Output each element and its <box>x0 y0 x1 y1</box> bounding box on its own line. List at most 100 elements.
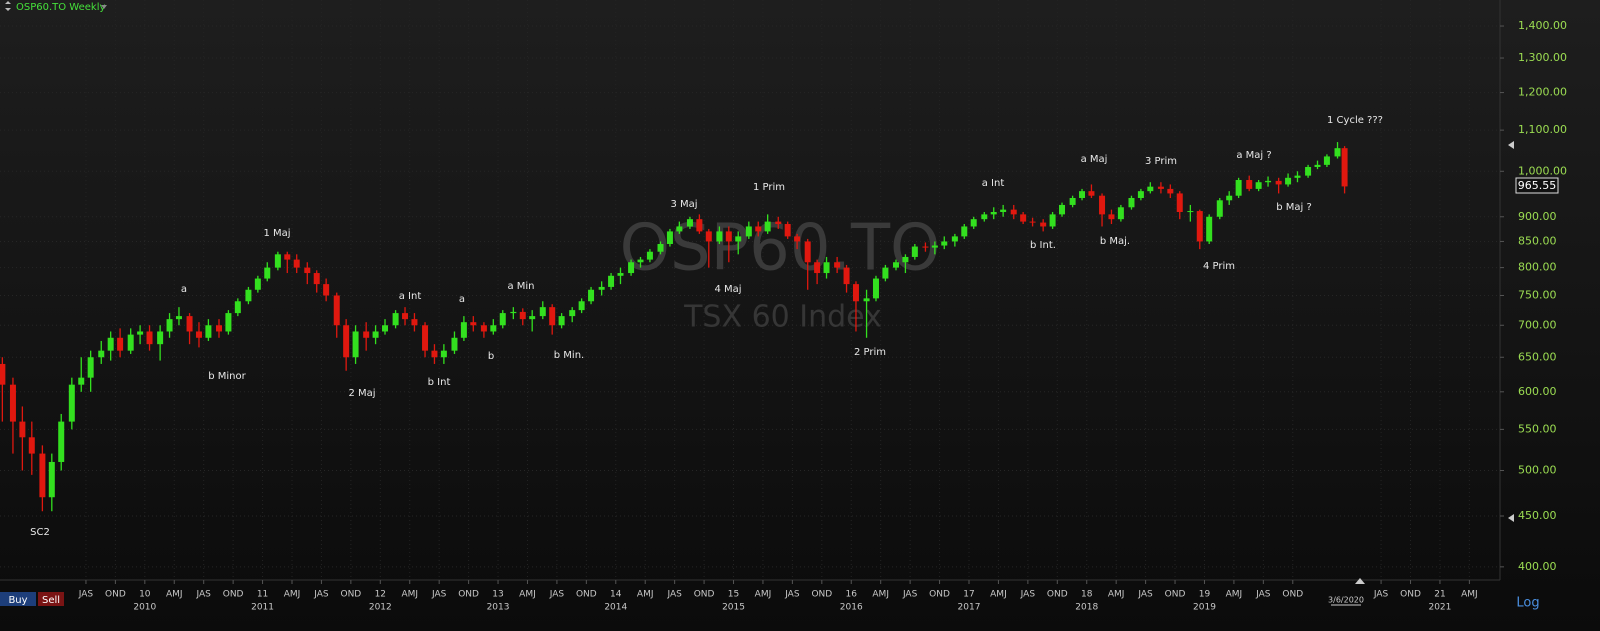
watermark-subtitle: TSX 60 Index <box>683 300 882 335</box>
candle <box>137 325 144 345</box>
x-tick-label: AMJ <box>1226 590 1243 600</box>
candle <box>480 322 487 338</box>
buy-label[interactable]: Buy <box>8 595 27 606</box>
candle-body <box>970 219 977 227</box>
candle-body <box>431 350 438 358</box>
candle-body <box>852 284 859 302</box>
wave-annotation: a Int <box>982 178 1005 189</box>
candle-body <box>451 337 458 351</box>
candle <box>608 273 615 290</box>
x-tick-label: OND <box>811 590 832 600</box>
candle <box>382 319 389 335</box>
x-tick-label: OND <box>694 590 715 600</box>
candle-body <box>215 325 222 332</box>
candle <box>1099 193 1106 227</box>
candle <box>245 286 252 305</box>
candle <box>1206 214 1213 244</box>
candle <box>392 310 399 329</box>
candle <box>186 313 193 345</box>
candle-body <box>87 357 94 378</box>
x-tick-label: AMJ <box>284 590 301 600</box>
x-tick-label: 18 <box>1081 590 1093 600</box>
candle <box>1020 211 1027 225</box>
candle-body <box>981 214 988 220</box>
candle <box>1147 182 1154 194</box>
candle-body <box>794 236 801 242</box>
candle-body <box>716 231 723 242</box>
year-label: 2018 <box>1075 603 1098 613</box>
candle-body <box>617 273 624 276</box>
candle <box>274 251 281 271</box>
symbol-arrows[interactable] <box>5 1 11 11</box>
candle <box>549 304 556 335</box>
candle-body <box>1285 177 1292 185</box>
title-dropdown[interactable] <box>101 5 107 9</box>
candle-body <box>343 325 350 358</box>
candle-body <box>1010 209 1017 215</box>
candle-body <box>1176 193 1183 212</box>
x-tick-label: OND <box>105 590 126 600</box>
candle <box>451 331 458 354</box>
candle <box>1128 195 1135 210</box>
wave-annotation: a Maj ? <box>1236 150 1271 161</box>
candle-body <box>225 313 232 332</box>
candle-body <box>1020 214 1027 222</box>
candle <box>98 340 105 364</box>
log-toggle[interactable]: Log <box>1516 596 1539 611</box>
candle-body <box>608 275 615 287</box>
candle <box>490 319 497 335</box>
candle-body <box>98 350 105 358</box>
sell-label[interactable]: Sell <box>42 595 60 606</box>
wave-annotation: b Int. <box>1030 240 1056 251</box>
candle <box>657 241 664 255</box>
candle-body <box>1000 209 1007 212</box>
chart-title[interactable]: OSP60.TO Weekly <box>16 2 105 13</box>
candle <box>264 262 271 282</box>
candle-body <box>637 259 644 263</box>
candle <box>87 350 94 392</box>
year-label: 2012 <box>369 603 392 613</box>
candle <box>764 214 771 234</box>
x-tick-label: AMJ <box>872 590 889 600</box>
candle-body <box>588 289 595 302</box>
year-label: 2011 <box>251 603 274 613</box>
candle <box>1323 154 1330 167</box>
candle <box>293 254 300 274</box>
candle-body <box>470 322 477 326</box>
candle <box>578 298 585 314</box>
candle-body <box>1265 180 1272 183</box>
candle <box>343 319 350 371</box>
x-tick-label: JAS <box>902 590 918 600</box>
candle-body <box>990 211 997 215</box>
candle <box>745 221 752 239</box>
candle <box>814 259 821 285</box>
candle-body <box>107 337 114 351</box>
candle-body <box>1079 191 1086 198</box>
candle <box>146 325 153 351</box>
candle-body <box>1040 222 1047 227</box>
candle-body <box>1314 164 1321 167</box>
x-tick-label: JAS <box>431 590 447 600</box>
candle-body <box>293 259 300 268</box>
sell-button[interactable] <box>38 592 64 606</box>
candle-body <box>392 313 399 326</box>
candle-body <box>205 325 212 338</box>
candle <box>823 256 830 279</box>
wave-annotation: 1 Prim <box>753 182 785 193</box>
candle-body <box>735 236 742 242</box>
candle <box>686 216 693 229</box>
candle-body <box>814 262 821 274</box>
candle-body <box>1099 195 1106 215</box>
candle <box>1305 164 1312 178</box>
candle-body <box>628 262 635 274</box>
candle-body <box>284 254 291 260</box>
candle <box>1196 209 1203 250</box>
buy-button[interactable] <box>0 592 36 606</box>
candle <box>529 310 536 332</box>
candle-body <box>1147 186 1154 192</box>
candle <box>696 214 703 234</box>
candle-body <box>892 262 899 268</box>
candle <box>637 256 644 268</box>
candle-body <box>863 298 870 302</box>
y-tick-label: 800.00 <box>1518 261 1557 274</box>
